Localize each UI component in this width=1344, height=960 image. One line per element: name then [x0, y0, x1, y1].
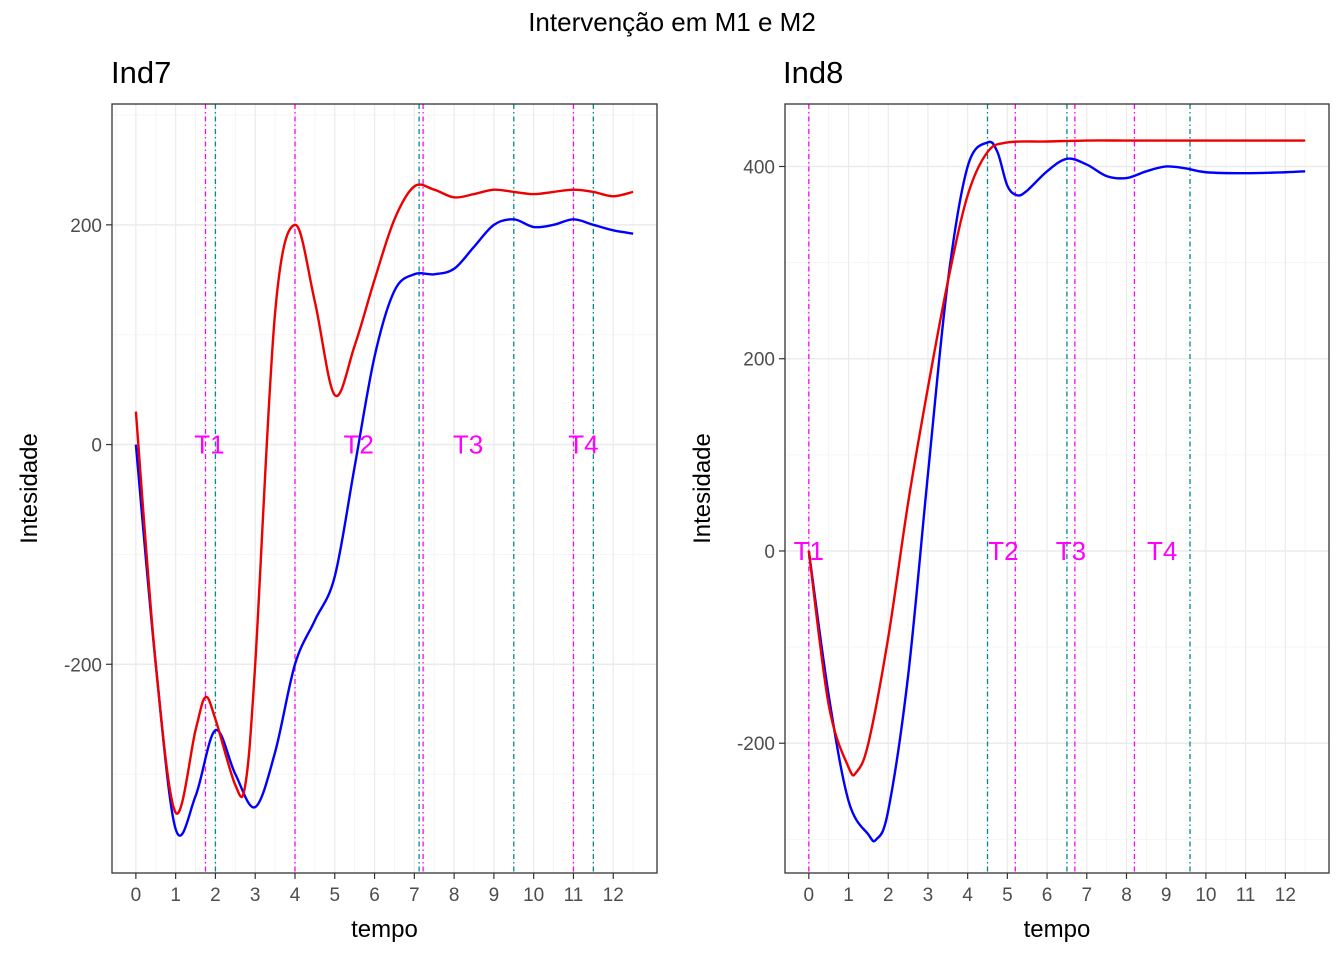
- panel-ind7: Ind7 T1 T2 T3 T4 0 1 2 3 4 5 6 7 8 9 10 11 12 -2000200 …: [16, 55, 658, 943]
- grid: [785, 104, 1329, 873]
- x-tick-label: 9: [1161, 885, 1172, 906]
- vline-group: [808, 104, 1191, 873]
- annotation-label: T2: [343, 430, 373, 460]
- y-tick-label: 200: [70, 216, 102, 237]
- y-axis-label: Intesidade: [689, 433, 716, 544]
- y-tick-label: -200: [737, 734, 775, 755]
- y-tick-label: 200: [743, 350, 775, 371]
- x-axis-label: tempo: [1024, 916, 1091, 943]
- panel-border: [784, 103, 1330, 874]
- x-tick-label: 8: [449, 885, 460, 906]
- x-tick-label: 12: [603, 885, 624, 906]
- x-tick-label: 3: [250, 885, 261, 906]
- x-tick-label: 9: [489, 885, 500, 906]
- panel-title: Ind7: [111, 55, 171, 90]
- annotation-label: T3: [1056, 536, 1086, 566]
- annotation-label: T4: [1147, 536, 1177, 566]
- y-axis: -200 0 200: [64, 216, 112, 676]
- vline-group: [204, 104, 595, 873]
- x-tick-label: 5: [329, 885, 340, 906]
- y-axis-label: Intesidade: [16, 433, 43, 544]
- x-tick-label: 2: [210, 885, 221, 906]
- series-line-blue: [134, 218, 634, 837]
- series-line-blue: [807, 140, 1306, 843]
- x-tick-label: 2: [883, 885, 894, 906]
- x-axis: 0 1 2 3 4 5 6 7 8 9 10 11 12: [804, 873, 1296, 906]
- annotation-label: T1: [194, 430, 224, 460]
- x-tick-label: 0: [804, 885, 815, 906]
- series-line-red: [134, 183, 634, 815]
- x-tick-label: 7: [409, 885, 420, 906]
- x-tick-label: 12: [1275, 885, 1296, 906]
- annotation-label: T2: [988, 536, 1018, 566]
- annotation-group: T1 T2 T3 T4: [794, 536, 1178, 566]
- y-tick-label: 400: [743, 157, 775, 178]
- panel-title: Ind8: [783, 55, 843, 90]
- x-tick-label: 7: [1081, 885, 1092, 906]
- x-tick-label: 11: [564, 885, 584, 906]
- x-tick-label: 4: [290, 885, 301, 906]
- series-group: [134, 183, 634, 837]
- x-tick-label: 8: [1121, 885, 1132, 906]
- annotation-label: T4: [568, 430, 598, 460]
- panel-border: [111, 103, 658, 874]
- annotation-label: T3: [453, 430, 483, 460]
- annotation-group: T1 T2 T3 T4: [194, 430, 598, 460]
- x-tick-label: 4: [962, 885, 973, 906]
- series-group: [807, 139, 1306, 843]
- x-tick-label: 11: [1236, 885, 1256, 906]
- y-tick-label: 0: [764, 542, 775, 563]
- y-tick-label: 0: [91, 436, 102, 457]
- x-axis: 0 1 2 3 4 5 6 7 8 9 10 11 12: [131, 873, 624, 906]
- x-tick-label: 10: [523, 885, 544, 906]
- x-tick-label: 5: [1002, 885, 1013, 906]
- series-line-red: [807, 139, 1306, 777]
- x-tick-label: 0: [131, 885, 142, 906]
- x-axis-label: tempo: [351, 916, 418, 943]
- x-tick-label: 6: [369, 885, 380, 906]
- x-tick-label: 3: [923, 885, 934, 906]
- y-axis: -200 0 200 400: [737, 157, 785, 755]
- y-tick-label: -200: [64, 655, 102, 676]
- x-tick-label: 10: [1195, 885, 1216, 906]
- x-tick-label: 1: [843, 885, 854, 906]
- annotation-label: T1: [794, 536, 824, 566]
- figure-title: Intervenção em M1 e M2: [528, 7, 816, 37]
- x-tick-label: 6: [1042, 885, 1053, 906]
- panel-ind8: Ind8 T1 T2 T3 T4 0 1 2 3 4 5 6 7 8 9 10 11 12 -20002004…: [689, 55, 1330, 943]
- x-tick-label: 1: [170, 885, 181, 906]
